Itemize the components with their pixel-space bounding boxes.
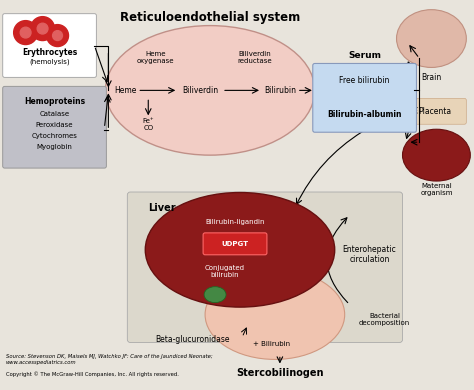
Ellipse shape	[204, 287, 226, 303]
Text: Reticuloendothelial system: Reticuloendothelial system	[120, 11, 300, 24]
Text: Bilirubin: Bilirubin	[264, 86, 296, 95]
Text: + Bilirubin: + Bilirubin	[253, 342, 291, 347]
Text: Biliverdin
reductase: Biliverdin reductase	[237, 51, 272, 64]
Ellipse shape	[205, 270, 345, 360]
Text: Brain: Brain	[421, 73, 442, 82]
Circle shape	[46, 25, 69, 46]
FancyBboxPatch shape	[313, 64, 417, 132]
Text: (hemolysis): (hemolysis)	[29, 58, 70, 65]
Text: Free bilirubin: Free bilirubin	[339, 76, 390, 85]
Ellipse shape	[397, 10, 466, 67]
FancyBboxPatch shape	[128, 192, 402, 342]
Text: Source: Stevenson DK, Maisels MJ, Watchko JF: Care of the Jaundiced Neonate;
www: Source: Stevenson DK, Maisels MJ, Watchk…	[6, 355, 212, 365]
Text: Biliverdin: Biliverdin	[182, 86, 218, 95]
Text: Fe⁺
CO: Fe⁺ CO	[143, 118, 154, 131]
FancyBboxPatch shape	[203, 233, 267, 255]
Text: Bilirubin-ligandin: Bilirubin-ligandin	[205, 219, 265, 225]
Circle shape	[31, 17, 55, 41]
Ellipse shape	[105, 26, 315, 155]
Text: Copyright © The McGraw-Hill Companies, Inc. All rights reserved.: Copyright © The McGraw-Hill Companies, I…	[6, 371, 179, 377]
Text: Hemoproteins: Hemoproteins	[24, 98, 85, 106]
Text: Stercobilinogen: Stercobilinogen	[236, 369, 324, 378]
Text: Myoglobin: Myoglobin	[36, 144, 73, 150]
Text: Cytochromes: Cytochromes	[32, 133, 77, 139]
Text: Beta-glucuronidase: Beta-glucuronidase	[155, 335, 230, 344]
Circle shape	[37, 23, 48, 34]
FancyBboxPatch shape	[3, 87, 106, 168]
Text: Heme
oxygenase: Heme oxygenase	[137, 51, 174, 64]
Text: Peroxidase: Peroxidase	[36, 122, 73, 128]
Text: Conjugated
bilirubin: Conjugated bilirubin	[205, 265, 245, 278]
Text: Heme: Heme	[114, 86, 137, 95]
Ellipse shape	[145, 193, 335, 307]
Circle shape	[14, 21, 37, 44]
Text: Serum: Serum	[348, 51, 381, 60]
Circle shape	[20, 27, 31, 38]
FancyBboxPatch shape	[402, 98, 466, 124]
Text: Bacterial
decomposition: Bacterial decomposition	[359, 313, 410, 326]
Ellipse shape	[402, 129, 470, 181]
Text: Bilirubin-albumin: Bilirubin-albumin	[328, 110, 402, 119]
Text: Catalase: Catalase	[39, 111, 70, 117]
Text: Placenta: Placenta	[418, 107, 451, 116]
Text: UDPGT: UDPGT	[221, 241, 248, 247]
Circle shape	[53, 31, 63, 41]
Text: Maternal
organism: Maternal organism	[420, 183, 453, 196]
Text: Erythrocytes: Erythrocytes	[22, 48, 77, 57]
FancyBboxPatch shape	[3, 14, 96, 78]
Text: Liver: Liver	[148, 203, 176, 213]
Text: Enterohepatic
circulation: Enterohepatic circulation	[343, 245, 396, 264]
